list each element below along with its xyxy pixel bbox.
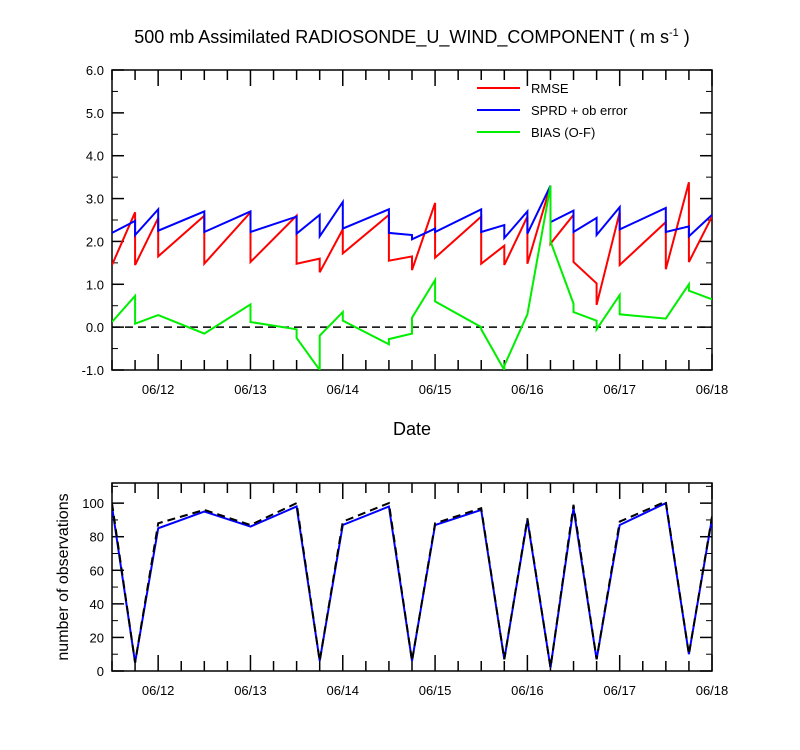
bottom-panel-ytick-label: 100 xyxy=(82,496,104,511)
bottom-panel-series-group xyxy=(112,500,712,668)
chart-title: 500 mb Assimilated RADIOSONDE_U_WIND_COM… xyxy=(134,27,690,48)
top-panel-ytick-label: 2.0 xyxy=(86,234,104,249)
top-panel-xtick-label: 06/12 xyxy=(142,382,175,397)
top-panel-xtick-label: 06/15 xyxy=(419,382,452,397)
bottom-panel-xtick-label: 06/16 xyxy=(511,683,544,698)
bottom-panel-frame xyxy=(111,482,713,672)
top-panel-ytick-label: 0.0 xyxy=(86,320,104,335)
top-panel-ytick-label: 6.0 xyxy=(86,63,104,78)
series-bias-o-f-line xyxy=(112,185,712,370)
chart-title-main: 500 mb Assimilated RADIOSONDE_U_WIND_COM… xyxy=(134,27,669,48)
chart-title-close: ) xyxy=(679,27,690,47)
top-panel-ytick-label: 5.0 xyxy=(86,106,104,121)
bottom-panel-ytick-label: 0 xyxy=(97,664,104,679)
series-sprd-ob-error-line xyxy=(112,185,712,241)
top-panel-ytick-label: 3.0 xyxy=(86,192,104,207)
top-panel-ytick-label: -1.0 xyxy=(82,363,104,378)
bottom-panel-xtick-label: 06/17 xyxy=(603,683,636,698)
top-panel: 06/12 06/13 06/14 06/15 06/16 06/17 06/18 -1.0 0… xyxy=(82,63,729,439)
top-panel-ytick-label: 4.0 xyxy=(86,149,104,164)
bottom-panel-xtick-label: 06/15 xyxy=(419,683,452,698)
top-panel-xtick-label: 06/16 xyxy=(511,382,544,397)
series-assimilated-line xyxy=(112,501,712,668)
bottom-panel-ytick-label: 60 xyxy=(90,563,104,578)
top-panel-xtick-label: 06/14 xyxy=(326,382,359,397)
top-panel-xtick-label: 06/13 xyxy=(234,382,267,397)
bottom-panel-ytick-label: 20 xyxy=(90,630,104,645)
top-panel-xlabel: Date xyxy=(393,419,431,439)
legend-label-bias-o-f: BIAS (O-F) xyxy=(531,125,595,140)
bottom-panel-xtick-label: 06/13 xyxy=(234,683,267,698)
bottom-panel-ylabel: number of observations xyxy=(55,493,72,660)
series-total-line xyxy=(112,500,712,668)
legend-label-rmse: RMSE xyxy=(531,81,569,96)
bottom-panel-xtick-label: 06/14 xyxy=(326,683,359,698)
top-panel-xtick-label: 06/18 xyxy=(696,382,729,397)
series-rmse-line xyxy=(112,182,712,306)
legend-label-sprd-ob-error: SPRD + ob error xyxy=(531,103,628,118)
bottom-panel: 06/12 06/13 06/14 06/15 06/16 06/17 06/18 0 20 40… xyxy=(55,482,729,698)
bottom-panel-xtick-label: 06/12 xyxy=(142,683,175,698)
bottom-panel-xtick-label: 06/18 xyxy=(696,683,729,698)
bottom-panel-ytick-label: 40 xyxy=(90,597,104,612)
bottom-panel-ytick-label: 80 xyxy=(90,530,104,545)
chart-title-sup: -1 xyxy=(669,27,679,39)
top-panel-series-group xyxy=(112,182,712,370)
top-panel-ytick-label: 1.0 xyxy=(86,277,104,292)
top-panel-xtick-label: 06/17 xyxy=(603,382,636,397)
